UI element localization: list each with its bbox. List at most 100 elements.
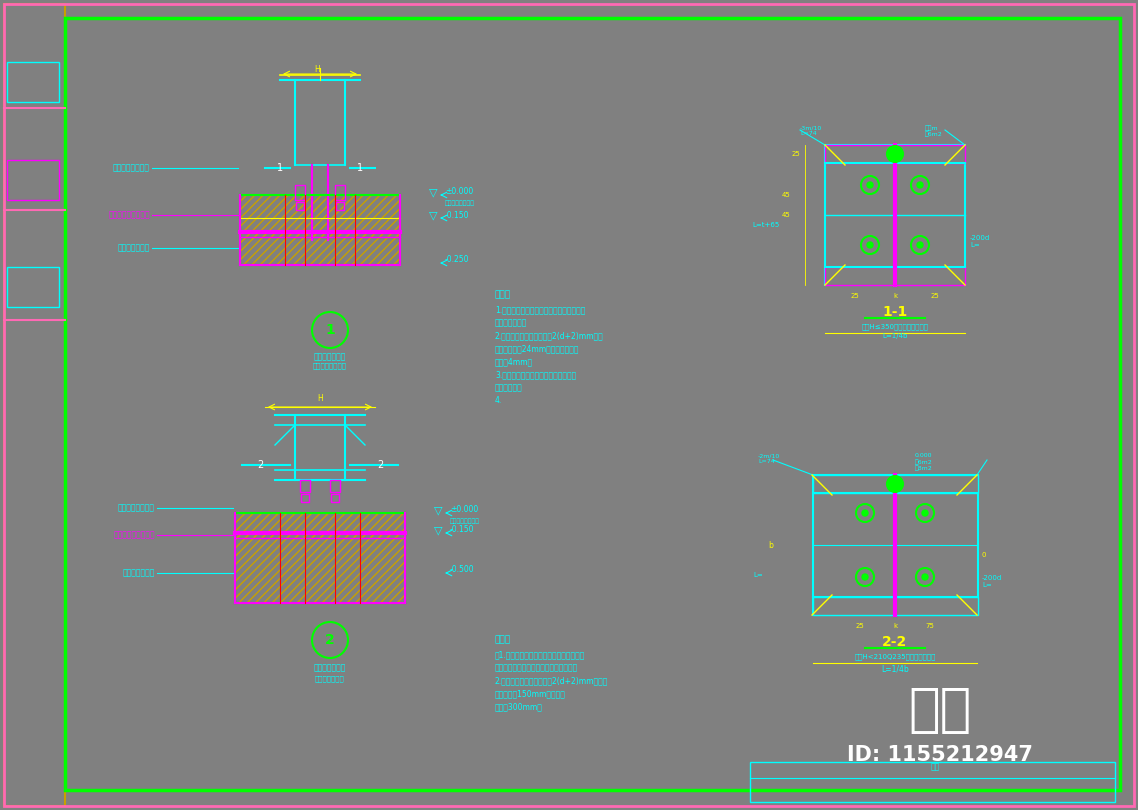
Circle shape bbox=[917, 182, 923, 188]
Bar bbox=[825, 145, 965, 285]
Text: 2.底板螺栓孔比螺栓直径大2(d+2)mm，若: 2.底板螺栓孔比螺栓直径大2(d+2)mm，若 bbox=[495, 331, 604, 340]
Bar bbox=[813, 475, 978, 493]
Text: 25: 25 bbox=[850, 293, 859, 299]
Bar bbox=[7, 267, 59, 307]
Text: 说明：: 说明： bbox=[495, 635, 511, 644]
Text: ±0.000: ±0.000 bbox=[450, 505, 478, 514]
Text: 2: 2 bbox=[325, 633, 335, 647]
Text: -3m/10
L=74: -3m/10 L=74 bbox=[800, 125, 823, 136]
Bar bbox=[295, 185, 305, 200]
Text: -0.150: -0.150 bbox=[445, 211, 470, 220]
Bar bbox=[336, 202, 344, 210]
Text: 2-2: 2-2 bbox=[882, 635, 908, 649]
Text: -0.150: -0.150 bbox=[450, 526, 475, 535]
Text: k: k bbox=[893, 623, 897, 629]
Bar bbox=[5, 4, 65, 806]
Text: b: b bbox=[768, 540, 773, 549]
Bar bbox=[825, 145, 965, 163]
Text: 二次浇筑细石混凝土: 二次浇筑细石混凝土 bbox=[114, 531, 155, 539]
Text: 0.000
垫6m2
垫8m2: 0.000 垫6m2 垫8m2 bbox=[915, 453, 933, 471]
Text: 45: 45 bbox=[782, 192, 790, 198]
Text: H: H bbox=[318, 394, 323, 403]
Text: ▽: ▽ bbox=[429, 187, 437, 197]
Bar bbox=[296, 202, 304, 210]
Text: （1.地脚螺栓规格及数量详见基础施工图，: （1.地脚螺栓规格及数量详见基础施工图， bbox=[495, 650, 585, 659]
Text: 1.地脚螺栓规格及数量详见基础施工图，需: 1.地脚螺栓规格及数量详见基础施工图，需 bbox=[495, 305, 585, 314]
Text: 板底面齐平。: 板底面齐平。 bbox=[495, 383, 522, 392]
Text: 预埋地脚螺栓底板: 预埋地脚螺栓底板 bbox=[118, 504, 155, 513]
Text: （带柱间支撑）: （带柱间支撑） bbox=[315, 675, 345, 681]
Text: H: H bbox=[314, 66, 320, 75]
Text: 0: 0 bbox=[982, 552, 987, 558]
Bar bbox=[813, 597, 978, 615]
Text: 柱脚节点（一）: 柱脚节点（一） bbox=[314, 352, 346, 361]
Text: 钢柱H<210Q235钢板加劲肋做法: 钢柱H<210Q235钢板加劲肋做法 bbox=[855, 653, 935, 659]
Bar bbox=[750, 762, 1115, 802]
Text: 2: 2 bbox=[377, 460, 384, 470]
Text: 钢筋混凝土基础: 钢筋混凝土基础 bbox=[117, 244, 150, 253]
Bar bbox=[813, 475, 978, 615]
Text: 螺栓直径大于24mm时，孔可比螺栓: 螺栓直径大于24mm时，孔可比螺栓 bbox=[495, 344, 579, 353]
Text: 在基础时候预埋，需保证螺栓的位置准确: 在基础时候预埋，需保证螺栓的位置准确 bbox=[495, 663, 578, 672]
Text: ID: 1155212947: ID: 1155212947 bbox=[847, 745, 1033, 765]
Text: 在基础时预埋。: 在基础时预埋。 bbox=[495, 318, 527, 327]
Bar bbox=[300, 494, 310, 502]
Circle shape bbox=[887, 476, 902, 492]
Circle shape bbox=[922, 574, 927, 580]
Text: 2.底板螺栓孔比螺栓直径大2(d+2)mm，若螺: 2.底板螺栓孔比螺栓直径大2(d+2)mm，若螺 bbox=[495, 676, 609, 685]
Text: 说明：: 说明： bbox=[495, 290, 511, 299]
Text: 1: 1 bbox=[277, 163, 283, 173]
Text: 2: 2 bbox=[257, 460, 263, 470]
Text: -200d
L=: -200d L= bbox=[982, 575, 1003, 588]
Circle shape bbox=[867, 242, 873, 248]
Text: 栓附近300mm。: 栓附近300mm。 bbox=[495, 702, 543, 711]
Text: （室内地坪标高）: （室内地坪标高） bbox=[445, 200, 475, 206]
Text: 栓直径大于150mm，孔在螺: 栓直径大于150mm，孔在螺 bbox=[495, 689, 566, 698]
Text: 3.二次浇筑细石混凝土表面需与钢柱底: 3.二次浇筑细石混凝土表面需与钢柱底 bbox=[495, 370, 576, 379]
Text: 预埋地脚螺栓底板: 预埋地脚螺栓底板 bbox=[113, 164, 150, 173]
Bar bbox=[7, 62, 59, 102]
Circle shape bbox=[922, 510, 927, 516]
Bar bbox=[236, 513, 405, 603]
Text: 75: 75 bbox=[925, 623, 934, 629]
Text: （室内地坪标高）: （室内地坪标高） bbox=[450, 518, 480, 523]
Text: 25: 25 bbox=[856, 623, 865, 629]
Bar bbox=[330, 480, 340, 492]
Text: L=1/4b: L=1/4b bbox=[881, 665, 909, 674]
Text: 1-1: 1-1 bbox=[882, 305, 908, 319]
Text: L=: L= bbox=[753, 572, 762, 578]
Bar bbox=[825, 267, 965, 285]
Circle shape bbox=[887, 146, 902, 162]
Text: 直径大4mm。: 直径大4mm。 bbox=[495, 357, 533, 366]
Text: 4.: 4. bbox=[495, 396, 502, 405]
Bar bbox=[331, 494, 339, 502]
Text: -0.250: -0.250 bbox=[445, 255, 470, 265]
Text: ▽: ▽ bbox=[434, 525, 442, 535]
Text: 比例: 比例 bbox=[931, 762, 940, 771]
Text: ▽: ▽ bbox=[434, 505, 442, 515]
Text: 1: 1 bbox=[357, 163, 363, 173]
Bar bbox=[240, 195, 399, 265]
Text: ±0.000: ±0.000 bbox=[445, 187, 473, 197]
Bar bbox=[335, 185, 345, 200]
Text: -2m/10
L=74: -2m/10 L=74 bbox=[758, 453, 781, 464]
Bar bbox=[300, 480, 310, 492]
Text: k: k bbox=[893, 293, 897, 299]
Text: -0.500: -0.500 bbox=[450, 565, 475, 574]
Circle shape bbox=[867, 182, 873, 188]
Text: 知未: 知未 bbox=[908, 684, 972, 736]
Text: L=1/4b: L=1/4b bbox=[882, 333, 908, 339]
Text: -200d
L=: -200d L= bbox=[970, 235, 990, 248]
Text: 25: 25 bbox=[931, 293, 939, 299]
Text: （不带柱间支撑）: （不带柱间支撑） bbox=[313, 362, 347, 369]
Text: 25: 25 bbox=[791, 151, 800, 157]
Circle shape bbox=[861, 574, 868, 580]
Text: 垫圈m
垫6m2: 垫圈m 垫6m2 bbox=[925, 125, 942, 137]
Text: L=t+65: L=t+65 bbox=[752, 222, 780, 228]
Text: 钢筋混凝土基础: 钢筋混凝土基础 bbox=[123, 569, 155, 578]
Circle shape bbox=[861, 510, 868, 516]
Text: 45: 45 bbox=[782, 212, 790, 218]
Text: 钢柱H≤350以内板加劲肋做法: 钢柱H≤350以内板加劲肋做法 bbox=[861, 323, 929, 330]
Text: ▽: ▽ bbox=[429, 210, 437, 220]
Text: 二次浇筑细石混凝土: 二次浇筑细石混凝土 bbox=[108, 211, 150, 220]
